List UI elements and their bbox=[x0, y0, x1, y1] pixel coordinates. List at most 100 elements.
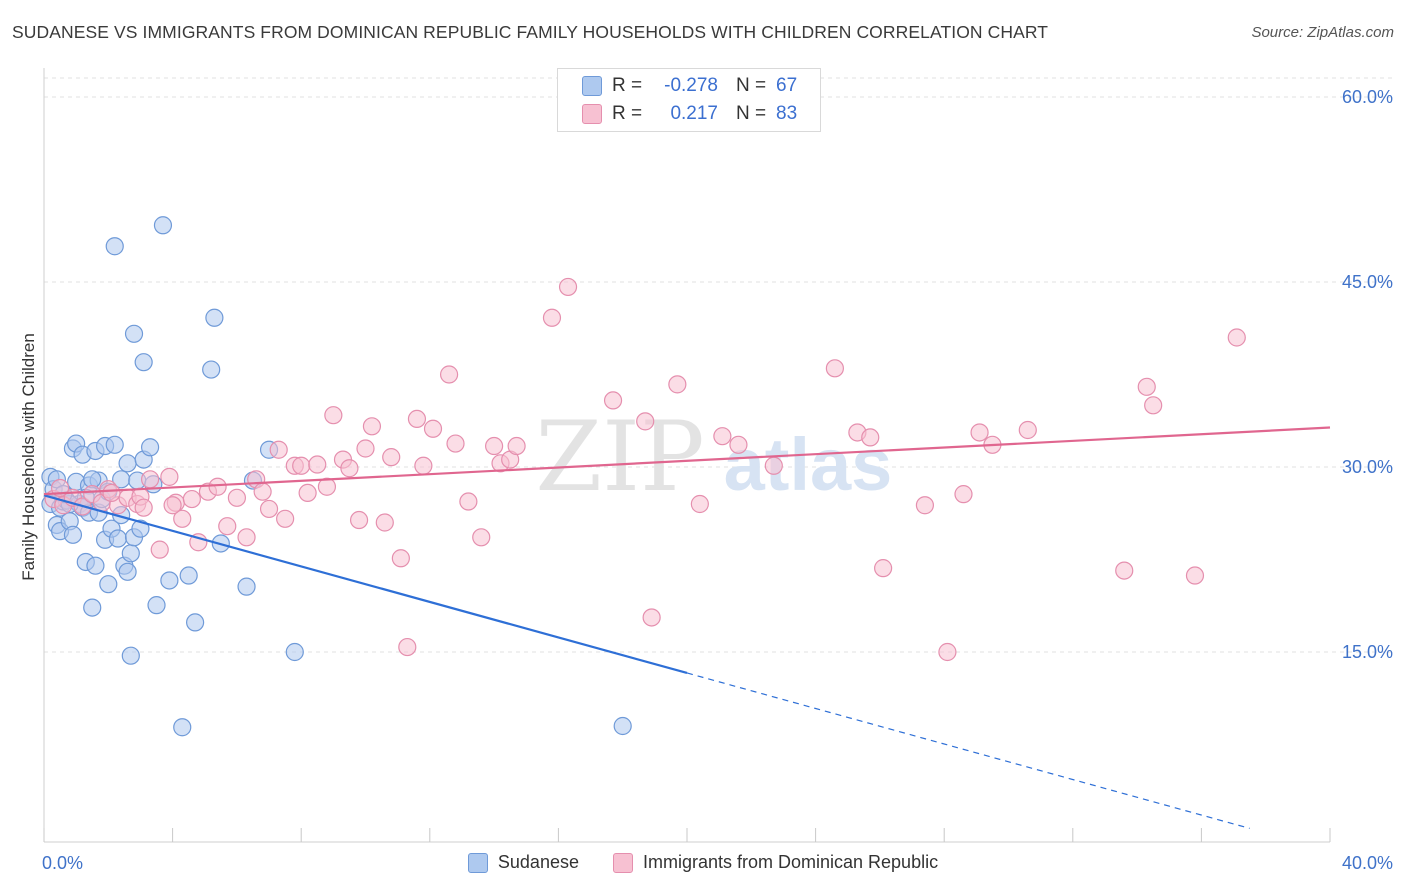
sudanese-point bbox=[121, 646, 140, 665]
sudanese-point bbox=[160, 571, 179, 590]
dominican-point bbox=[140, 470, 160, 489]
n-value: 67 bbox=[776, 75, 798, 96]
dominican-point bbox=[954, 485, 973, 504]
axes bbox=[43, 68, 1331, 843]
dominican-point bbox=[173, 509, 192, 528]
sudanese-point bbox=[83, 598, 102, 617]
dominican-point bbox=[163, 496, 182, 515]
dominican-point bbox=[507, 436, 526, 456]
dominican-point bbox=[1018, 420, 1037, 440]
x-tick-label: 0.0% bbox=[42, 853, 83, 873]
dominican-points bbox=[44, 277, 1246, 662]
dominican-point bbox=[642, 608, 661, 627]
legend-swatch-dominican bbox=[612, 852, 633, 873]
dominican-point bbox=[713, 427, 732, 446]
sudanese-swatch bbox=[582, 76, 602, 96]
dominican-point bbox=[729, 435, 748, 454]
dominican-point bbox=[382, 448, 401, 467]
dominican-point bbox=[558, 277, 578, 297]
legend-item-dominican[interactable]: Immigrants from Dominican Republic bbox=[612, 852, 939, 873]
sudanese-point bbox=[140, 438, 160, 457]
dominican-point bbox=[1144, 396, 1163, 415]
dominican-point bbox=[160, 467, 179, 486]
dominican-point bbox=[423, 419, 443, 438]
sudanese-point bbox=[173, 718, 192, 737]
n-value: 83 bbox=[776, 103, 798, 124]
series-legend: Sudanese Immigrants from Dominican Repub… bbox=[0, 852, 1406, 873]
dominican-point bbox=[603, 391, 623, 410]
dominican-point bbox=[218, 517, 237, 536]
dominican-point bbox=[542, 308, 562, 327]
chart-title: SUDANESE VS IMMIGRANTS FROM DOMINICAN RE… bbox=[12, 22, 1049, 42]
dominican-point bbox=[825, 359, 844, 378]
dominican-point bbox=[407, 409, 427, 428]
dominican-point bbox=[237, 528, 256, 547]
dominican-point bbox=[340, 459, 359, 478]
dominican-point bbox=[269, 440, 288, 459]
sudanese-point bbox=[124, 324, 144, 343]
dominican-point bbox=[324, 406, 343, 425]
dominican-point bbox=[970, 423, 989, 442]
legend-swatch-sudanese bbox=[467, 852, 488, 873]
sudanese-point bbox=[121, 544, 140, 563]
sudanese-point bbox=[153, 216, 173, 235]
dominican-point bbox=[861, 428, 880, 447]
dominican-point bbox=[1227, 328, 1246, 347]
sudanese-point bbox=[86, 556, 105, 575]
gridlines bbox=[44, 77, 1395, 653]
sudanese-point bbox=[237, 577, 256, 596]
r-label: R = bbox=[612, 103, 643, 124]
sudanese-point bbox=[285, 642, 304, 662]
dominican-trend-line bbox=[43, 426, 1331, 496]
sudanese-point bbox=[99, 575, 118, 594]
legend-label-dominican: Immigrants from Dominican Republic bbox=[642, 852, 939, 872]
x-tick-label: 40.0% bbox=[1342, 853, 1393, 873]
sudanese-point bbox=[105, 237, 124, 256]
n-label: N = bbox=[736, 75, 767, 96]
sudanese-trend-line bbox=[43, 494, 688, 675]
sudanese-point bbox=[134, 353, 153, 372]
dominican-point bbox=[391, 549, 410, 568]
dominican-point bbox=[276, 509, 295, 528]
dominican-point bbox=[874, 559, 893, 578]
sudanese-point bbox=[131, 519, 150, 538]
tick-labels: 15.0% 30.0% 45.0% 60.0% 0.0% 40.0% bbox=[42, 87, 1393, 873]
sudanese-point bbox=[205, 308, 224, 327]
sudanese-point bbox=[613, 716, 632, 736]
dominican-point bbox=[182, 489, 201, 509]
dominican-point bbox=[1137, 377, 1156, 396]
dominican-point bbox=[446, 434, 465, 453]
sudanese-point bbox=[202, 360, 221, 379]
dominican-point bbox=[292, 456, 311, 475]
sudanese-point bbox=[186, 613, 205, 632]
dominican-point bbox=[102, 483, 121, 502]
legend-item-sudanese[interactable]: Sudanese bbox=[467, 852, 579, 873]
dominican-point bbox=[189, 533, 208, 552]
dominican-point bbox=[298, 483, 317, 502]
dominican-point bbox=[317, 477, 337, 496]
dominican-point bbox=[356, 439, 375, 458]
dominican-point bbox=[227, 488, 246, 507]
dominican-point bbox=[668, 375, 687, 394]
dominican-point bbox=[398, 637, 417, 657]
watermark-zip: ZIP bbox=[535, 401, 704, 513]
dominican-point bbox=[472, 528, 491, 547]
dominican-point bbox=[938, 642, 957, 662]
sudanese-point bbox=[105, 435, 124, 454]
sudanese-point bbox=[179, 566, 198, 585]
dominican-point bbox=[253, 482, 272, 501]
y-tick-label: 15.0% bbox=[1342, 642, 1393, 662]
dominican-point bbox=[915, 496, 935, 515]
dominican-point bbox=[349, 510, 369, 530]
legend-label-sudanese: Sudanese bbox=[497, 852, 579, 872]
dominican-point bbox=[690, 494, 709, 514]
sudanese-point bbox=[63, 525, 83, 544]
n-label: N = bbox=[736, 103, 767, 124]
dominican-point bbox=[485, 436, 504, 456]
stats-row-sudanese: R = -0.278 N = 67 bbox=[582, 73, 797, 99]
dominican-point bbox=[208, 477, 227, 496]
dominican-point bbox=[459, 492, 478, 511]
sudanese-trend-extension bbox=[686, 672, 1250, 829]
sudanese-point bbox=[147, 596, 166, 615]
